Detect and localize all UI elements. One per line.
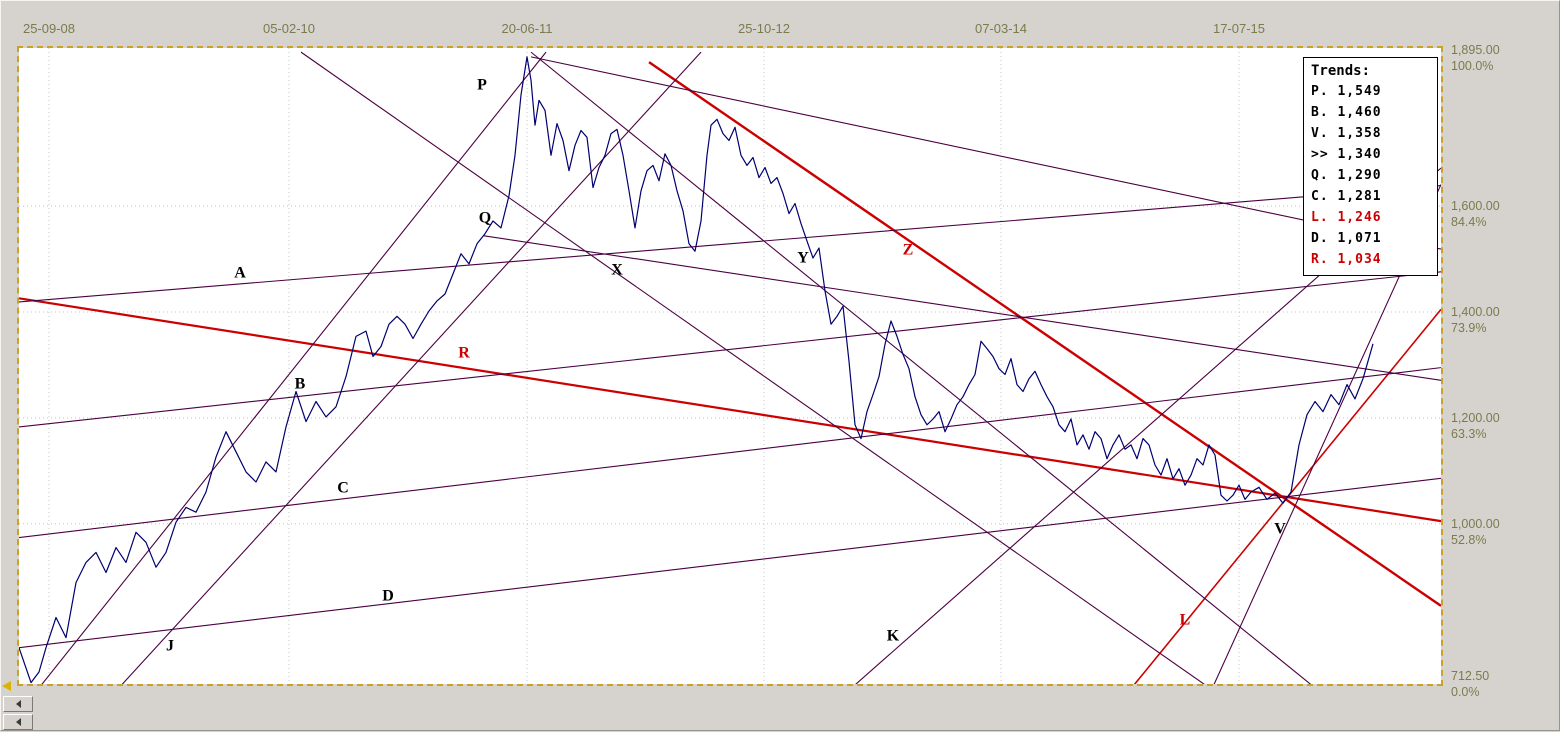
chart-letter-Q: Q	[479, 210, 491, 227]
y-axis-label: 1,000.00 52.8%	[1451, 516, 1500, 548]
legend-row-P: P. 1,549	[1311, 84, 1382, 99]
plot-svg[interactable]: P Q A X Y Z B R C D J K V L	[19, 48, 1441, 684]
chart-letter-X: X	[611, 262, 623, 279]
chart-letter-K: K	[887, 628, 900, 645]
chart-plot-area[interactable]: P Q A X Y Z B R C D J K V L	[19, 48, 1441, 684]
y-axis-label: 712.50 0.0%	[1451, 668, 1489, 700]
y-axis-percent: 52.8%	[1451, 532, 1487, 547]
trend-line-X[interactable]	[300, 51, 1214, 684]
x-axis-label: 25-10-12	[737, 21, 791, 36]
y-axis-label: 1,600.00 84.4%	[1451, 198, 1500, 230]
price-series	[19, 56, 1374, 684]
y-axis-percent: 63.3%	[1451, 426, 1487, 441]
y-axis-price: 1,200.00	[1451, 410, 1500, 425]
trend-line-fan2[interactable]	[31, 51, 547, 684]
legend-row-L: L. 1,246	[1311, 210, 1382, 225]
chart-letter-R: R	[458, 345, 470, 362]
legend-row-B: B. 1,460	[1311, 105, 1382, 120]
y-axis-percent: 73.9%	[1451, 321, 1487, 336]
chart-letter-C: C	[337, 480, 349, 497]
chart-letter-L: L	[1180, 612, 1191, 629]
y-axis-price: 1,000.00	[1451, 516, 1500, 531]
legend-row-: >> 1,340	[1311, 147, 1382, 162]
legend-row-D: D. 1,071	[1311, 231, 1382, 246]
trend-line-Y[interactable]	[530, 51, 1319, 684]
chart-letter-B: B	[295, 376, 306, 393]
legend-title: Trends:	[1311, 63, 1371, 79]
chart-letter-P: P	[477, 77, 487, 94]
scroll-left-button-top[interactable]	[3, 696, 33, 712]
legend-row-V: V. 1,358	[1311, 126, 1382, 141]
y-axis-price: 1,600.00	[1451, 199, 1500, 214]
y-axis-percent: 100.0%	[1451, 59, 1494, 73]
scroll-widget	[3, 696, 33, 732]
y-axis-percent: 0.0%	[1451, 685, 1480, 699]
chart-letter-Y: Y	[797, 250, 809, 267]
x-axis-label: 20-06-11	[501, 21, 553, 36]
legend-rows: P. 1,549 B. 1,460 V. 1,358 >> 1,340 Q. 1,290…	[1311, 81, 1433, 270]
y-axis-percent: 84.4%	[1451, 215, 1487, 230]
trend-line-C[interactable]	[19, 367, 1441, 539]
scroll-position-marker-icon	[2, 681, 11, 691]
y-axis-label: 1,400.00 73.9%	[1451, 304, 1500, 336]
trend-line-P[interactable]	[530, 56, 1441, 250]
y-axis-label: 1,895.00 100.0%	[1451, 42, 1500, 74]
x-axis-label: 07-03-14	[974, 21, 1028, 36]
legend-row-Q: Q. 1,290	[1311, 168, 1382, 183]
x-axis-label: 05-02-10	[262, 21, 316, 36]
chart-letter-Z: Z	[903, 242, 914, 259]
chart-letter-J: J	[166, 638, 174, 655]
y-axis-price: 712.50	[1451, 669, 1490, 683]
left-arrow-icon	[15, 718, 21, 726]
scroll-left-button-bottom[interactable]	[3, 714, 33, 730]
legend-row-C: C. 1,281	[1311, 189, 1382, 204]
trend-line-D[interactable]	[19, 477, 1441, 649]
chart-letter-V: V	[1274, 521, 1286, 538]
trend-line-Z[interactable]	[648, 61, 1441, 607]
y-axis-price: 1,895.00	[1451, 43, 1500, 57]
x-axis-label: 17-07-15	[1212, 21, 1266, 36]
trend-line-B[interactable]	[19, 271, 1441, 428]
left-arrow-icon	[15, 700, 21, 708]
x-axis-label: 25-09-08	[22, 21, 76, 36]
chart-letter-A: A	[234, 265, 246, 282]
y-axis-price: 1,400.00	[1451, 305, 1500, 320]
trends-legend: Trends: P. 1,549 B. 1,460 V. 1,358 >> 1,340…	[1303, 57, 1438, 276]
chart-letter-D: D	[382, 588, 394, 605]
trend-line-A[interactable]	[19, 184, 1441, 303]
y-axis-label: 1,200.00 63.3%	[1451, 410, 1500, 442]
trend-line-R[interactable]	[19, 297, 1441, 523]
trend-line-J[interactable]	[116, 51, 702, 684]
legend-row-R: R. 1,034	[1311, 252, 1382, 267]
trend-line-Q[interactable]	[483, 235, 1441, 381]
